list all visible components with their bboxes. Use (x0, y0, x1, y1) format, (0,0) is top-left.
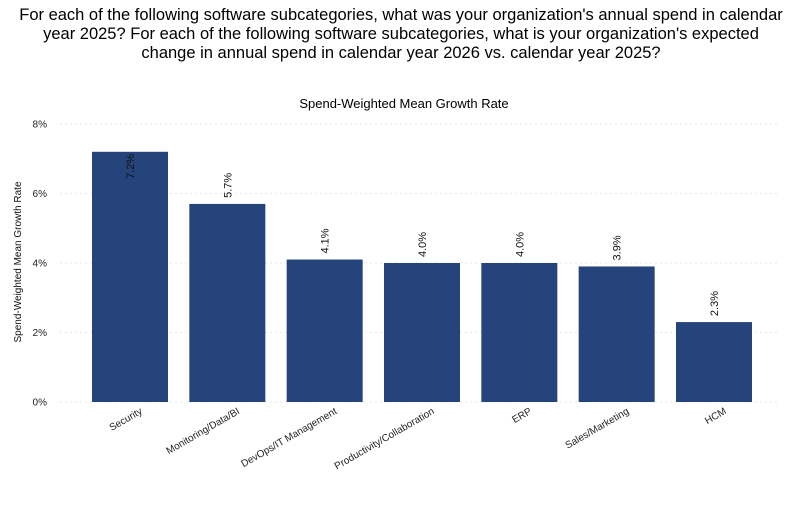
bar-value-label: 2.3% (709, 291, 721, 316)
x-category-label: Productivity/Collaboration (333, 406, 437, 472)
bar-value-label: 7.2% (125, 154, 137, 179)
bar (384, 263, 460, 402)
bar (578, 266, 655, 402)
bars (92, 151, 752, 402)
bar (676, 322, 752, 402)
y-tick-label: 8% (33, 120, 48, 131)
x-category-label: ERP (511, 406, 535, 426)
y-axis-ticks: 0% 2% 4% 6% 8% (33, 120, 48, 409)
bar (286, 259, 363, 402)
bar-value-label: 4.0% (417, 232, 429, 257)
x-category-label: HCM (703, 406, 728, 427)
question-line-1: For each of the following software subca… (19, 6, 783, 24)
bar-value-label: 4.1% (320, 228, 332, 253)
data-labels: 7.2% 5.7% 4.1% 4.0% 4.0% 3.9% 2.3% (125, 154, 721, 316)
question-line-2: year 2025? For each of the following sof… (43, 25, 759, 43)
y-tick-label: 2% (33, 328, 48, 339)
question-line-3: change in annual spend in calendar year … (141, 44, 661, 62)
y-tick-label: 0% (33, 398, 48, 409)
y-tick-label: 4% (33, 259, 48, 270)
survey-question: For each of the following software subca… (0, 6, 802, 63)
chart-title: Spend-Weighted Mean Growth Rate (299, 96, 508, 111)
y-tick-label: 6% (33, 189, 48, 200)
y-axis-title: Spend-Weighted Mean Growth Rate (13, 181, 24, 342)
x-category-label: Monitoring/Data/BI (165, 406, 242, 457)
bar-value-label: 3.9% (612, 235, 624, 260)
bar (481, 263, 558, 402)
x-category-label: Sales/Marketing (564, 406, 632, 451)
x-category-label: Security (108, 406, 145, 434)
bar-value-label: 4.0% (514, 232, 526, 257)
bar (189, 203, 266, 402)
bar-value-label: 5.7% (222, 173, 234, 198)
bar (92, 151, 168, 402)
x-category-label: DevOps/IT Management (239, 406, 339, 470)
